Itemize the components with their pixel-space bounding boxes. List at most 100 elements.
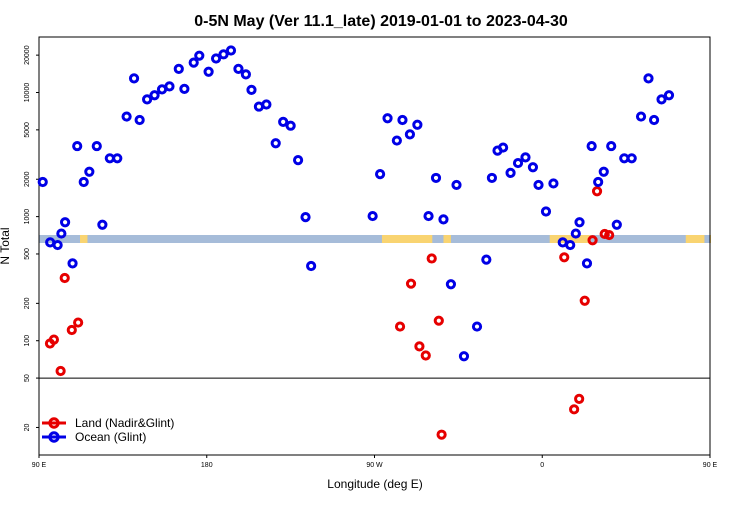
data-point xyxy=(382,113,393,124)
data-point xyxy=(210,53,222,64)
data-point xyxy=(598,166,609,177)
data-point xyxy=(164,81,175,92)
x-tick-label: 90 E xyxy=(703,462,718,469)
data-point xyxy=(121,111,132,122)
data-point xyxy=(203,66,214,77)
band-land-segment xyxy=(381,235,433,243)
data-point xyxy=(374,169,386,180)
data-point xyxy=(430,172,442,184)
data-point xyxy=(420,350,431,361)
data-point xyxy=(128,73,140,84)
data-point xyxy=(300,212,311,223)
data-point xyxy=(404,129,416,140)
data-point xyxy=(593,176,604,188)
data-point xyxy=(611,219,622,230)
data-point xyxy=(663,90,675,101)
band-land-segment xyxy=(443,235,451,243)
y-tick-label: 50 xyxy=(24,374,31,382)
data-point xyxy=(52,239,63,251)
data-point xyxy=(559,252,570,263)
data-point xyxy=(391,135,402,146)
data-point xyxy=(643,73,654,84)
legend-item-ocean: Ocean (Glint) xyxy=(42,430,146,444)
data-point xyxy=(599,228,610,240)
data-point xyxy=(84,166,95,177)
data-point xyxy=(112,153,123,164)
x-axis-label: Longitude (deg E) xyxy=(327,477,422,491)
data-point xyxy=(606,140,617,152)
data-point xyxy=(426,253,437,264)
y-tick-label: 200 xyxy=(24,297,31,309)
data-point xyxy=(405,278,417,289)
y-axis-label: N Total xyxy=(0,227,12,264)
y-tick-label: 10000 xyxy=(24,83,31,103)
data-point xyxy=(278,116,289,127)
data-point xyxy=(498,142,509,153)
data-point xyxy=(581,258,593,269)
legend-label-ocean: Ocean (Glint) xyxy=(75,430,146,444)
legend: Land (Nadir&Glint) Ocean (Glint) xyxy=(42,416,174,444)
legend-marker-ocean xyxy=(48,431,60,443)
data-point xyxy=(451,179,462,191)
data-point xyxy=(570,228,581,239)
band-land-segment xyxy=(685,235,705,243)
data-point xyxy=(91,140,102,152)
data-point xyxy=(270,138,281,149)
y-tick-label: 20000 xyxy=(24,45,31,65)
band-land-segment xyxy=(549,235,591,243)
data-point xyxy=(586,140,597,152)
data-point xyxy=(626,153,637,164)
data-point xyxy=(78,176,89,188)
data-point xyxy=(225,45,237,56)
data-point xyxy=(579,295,590,306)
y-tick-label: 1000 xyxy=(24,209,31,225)
data-point xyxy=(604,229,615,241)
data-point xyxy=(97,219,108,230)
x-tick-label: 90 W xyxy=(366,462,383,469)
data-point xyxy=(134,114,145,126)
chart-title: 0-5N May (Ver 11.1_late) 2019-01-01 to 2… xyxy=(194,13,568,30)
data-point xyxy=(142,94,153,105)
y-tick-label: 100 xyxy=(24,335,31,347)
x-tick-label: 180 xyxy=(201,462,213,469)
data-point xyxy=(261,99,272,110)
data-point xyxy=(458,351,470,362)
data-point xyxy=(635,111,647,122)
data-point xyxy=(56,228,67,239)
y-tick-label: 2000 xyxy=(24,171,31,187)
plot-frame xyxy=(38,36,711,456)
data-point xyxy=(194,50,205,61)
data-point xyxy=(438,214,449,225)
data-point xyxy=(233,63,244,74)
y-tick-label: 5000 xyxy=(24,122,31,138)
legend-item-land: Land (Nadir&Glint) xyxy=(42,416,174,430)
data-point xyxy=(656,94,667,105)
data-point xyxy=(533,179,544,191)
data-point xyxy=(188,57,199,68)
data-point xyxy=(540,206,552,217)
data-point xyxy=(436,429,447,440)
data-point xyxy=(240,69,251,80)
data-point xyxy=(486,172,498,184)
data-point xyxy=(48,334,60,345)
data-point xyxy=(587,235,598,246)
data-point xyxy=(66,324,77,336)
x-axis: 90 E 180 90 W 0 90 E xyxy=(32,455,718,469)
y-axis: 20 50 100 200 500 1000 2000 5000 10000 20000 xyxy=(24,45,39,431)
data-point xyxy=(149,90,160,101)
data-point xyxy=(574,393,585,404)
data-point xyxy=(471,321,483,332)
data-point xyxy=(285,120,296,131)
data-point xyxy=(569,404,580,415)
legend-label-land: Land (Nadir&Glint) xyxy=(75,416,174,430)
data-point xyxy=(423,210,434,222)
data-point xyxy=(520,152,531,163)
legend-marker-land xyxy=(48,417,60,429)
data-point xyxy=(505,167,516,178)
band-ocean xyxy=(39,235,710,243)
data-point xyxy=(394,321,406,332)
data-point xyxy=(72,140,83,152)
data-point xyxy=(67,258,78,269)
data-point xyxy=(527,162,539,173)
